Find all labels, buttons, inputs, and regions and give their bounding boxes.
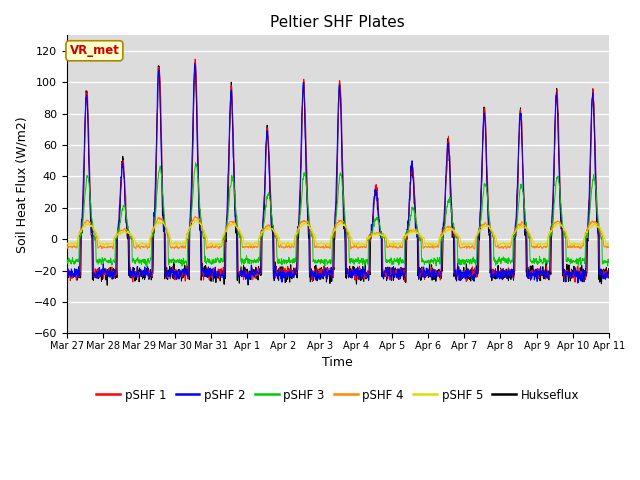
X-axis label: Time: Time bbox=[323, 357, 353, 370]
Text: VR_met: VR_met bbox=[70, 44, 120, 57]
Y-axis label: Soil Heat Flux (W/m2): Soil Heat Flux (W/m2) bbox=[15, 116, 28, 252]
Legend: pSHF 1, pSHF 2, pSHF 3, pSHF 4, pSHF 5, Hukseflux: pSHF 1, pSHF 2, pSHF 3, pSHF 4, pSHF 5, … bbox=[92, 384, 584, 406]
Title: Peltier SHF Plates: Peltier SHF Plates bbox=[271, 15, 405, 30]
